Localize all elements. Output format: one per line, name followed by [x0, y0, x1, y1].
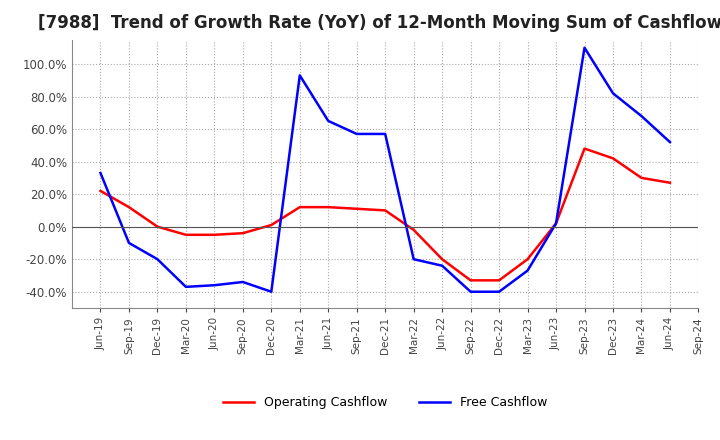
Free Cashflow	[495, 289, 503, 294]
Operating Cashflow	[608, 156, 617, 161]
Free Cashflow	[410, 257, 418, 262]
Free Cashflow	[96, 170, 105, 176]
Free Cashflow	[665, 139, 674, 145]
Free Cashflow	[181, 284, 190, 290]
Operating Cashflow	[495, 278, 503, 283]
Free Cashflow	[381, 131, 390, 136]
Free Cashflow	[352, 131, 361, 136]
Operating Cashflow	[324, 205, 333, 210]
Operating Cashflow	[96, 188, 105, 194]
Free Cashflow	[153, 257, 162, 262]
Title: [7988]  Trend of Growth Rate (YoY) of 12-Month Moving Sum of Cashflows: [7988] Trend of Growth Rate (YoY) of 12-…	[38, 15, 720, 33]
Operating Cashflow	[438, 257, 446, 262]
Free Cashflow	[125, 240, 133, 246]
Free Cashflow	[523, 268, 532, 273]
Line: Operating Cashflow: Operating Cashflow	[101, 149, 670, 280]
Operating Cashflow	[238, 231, 247, 236]
Operating Cashflow	[295, 205, 304, 210]
Operating Cashflow	[267, 222, 276, 227]
Operating Cashflow	[381, 208, 390, 213]
Free Cashflow	[210, 282, 219, 288]
Operating Cashflow	[410, 227, 418, 233]
Free Cashflow	[608, 91, 617, 96]
Operating Cashflow	[580, 146, 589, 151]
Operating Cashflow	[552, 221, 560, 226]
Free Cashflow	[467, 289, 475, 294]
Free Cashflow	[552, 221, 560, 226]
Operating Cashflow	[125, 205, 133, 210]
Free Cashflow	[267, 289, 276, 294]
Free Cashflow	[438, 263, 446, 268]
Operating Cashflow	[523, 257, 532, 262]
Line: Free Cashflow: Free Cashflow	[101, 48, 670, 292]
Free Cashflow	[580, 45, 589, 50]
Free Cashflow	[295, 73, 304, 78]
Legend: Operating Cashflow, Free Cashflow: Operating Cashflow, Free Cashflow	[218, 392, 552, 414]
Operating Cashflow	[352, 206, 361, 211]
Operating Cashflow	[153, 224, 162, 229]
Operating Cashflow	[181, 232, 190, 238]
Operating Cashflow	[637, 175, 646, 180]
Operating Cashflow	[665, 180, 674, 185]
Operating Cashflow	[210, 232, 219, 238]
Free Cashflow	[637, 114, 646, 119]
Operating Cashflow	[467, 278, 475, 283]
Free Cashflow	[324, 118, 333, 124]
Free Cashflow	[238, 279, 247, 285]
